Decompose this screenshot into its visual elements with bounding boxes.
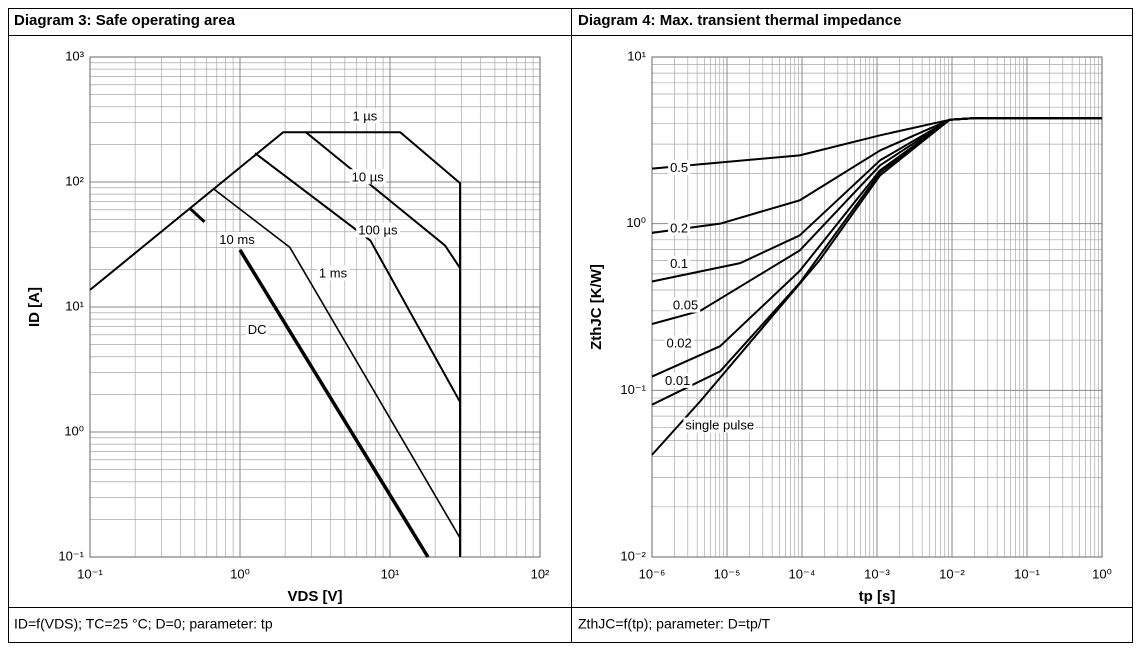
y-axis-label: ZthJC [K/W] xyxy=(588,264,605,350)
y-tick-label: 10⁰ xyxy=(64,423,84,438)
x-axis-label: VDS [V] xyxy=(287,588,342,605)
y-axis-label: ID [A] xyxy=(26,287,43,327)
curve xyxy=(651,117,1102,456)
y-tick-label: 10⁻¹ xyxy=(58,548,84,563)
curve-label-bg xyxy=(663,372,693,388)
x-tick-label: 10⁰ xyxy=(1092,566,1112,581)
y-tick-label: 10¹ xyxy=(627,48,646,63)
y-tick-label: 10⁻² xyxy=(620,548,646,563)
curve-label-bg xyxy=(664,335,694,351)
curve-label-bg xyxy=(349,169,387,185)
curve xyxy=(254,152,461,403)
curve-label: 0.5 xyxy=(670,160,688,175)
curve xyxy=(188,206,206,223)
chart-title: Diagram 4: Max. transient thermal impeda… xyxy=(578,12,901,29)
curve-label-bg xyxy=(356,222,401,238)
curve-label-bg xyxy=(316,265,350,281)
curve-label: 0.05 xyxy=(673,298,698,313)
curve-label-bg xyxy=(683,417,757,433)
y-tick-label: 10³ xyxy=(65,48,84,63)
curve-label: DC xyxy=(248,322,267,337)
curve-label: 1 µs xyxy=(352,108,377,123)
x-tick-label: 10⁻⁴ xyxy=(789,566,816,581)
x-tick-label: 10⁻¹ xyxy=(77,566,103,581)
curve xyxy=(212,187,461,539)
curve-label: 100 µs xyxy=(358,223,398,238)
curve-label-bg xyxy=(668,160,691,176)
x-tick-label: 10⁻² xyxy=(939,566,965,581)
caption: ID=f(VDS); TC=25 °C; D=0; parameter: tp xyxy=(14,616,273,632)
x-tick-label: 10⁻⁶ xyxy=(639,566,666,581)
curve-label: 0.1 xyxy=(670,256,688,271)
curve-label: 0.01 xyxy=(665,373,690,388)
curve-label-bg xyxy=(668,220,691,236)
plot-border xyxy=(651,56,1103,558)
curve xyxy=(238,249,430,558)
curve-label-bg xyxy=(245,321,269,337)
curve-label: 1 ms xyxy=(319,265,348,280)
curve-label-bg xyxy=(350,108,380,124)
curve-label: 10 µs xyxy=(352,169,385,184)
chart-title: Diagram 3: Safe operating area xyxy=(14,12,236,29)
x-tick-label: 10⁻¹ xyxy=(1014,566,1040,581)
caption: ZthJC=f(tp); parameter: D=tp/T xyxy=(578,616,771,632)
curve-label-bg xyxy=(668,255,691,271)
y-tick-label: 10² xyxy=(65,173,84,188)
x-tick-label: 10⁻⁵ xyxy=(714,566,741,581)
curve-label: 10 ms xyxy=(219,232,255,247)
curve-label: 0.02 xyxy=(666,335,691,350)
plot-border xyxy=(89,56,541,558)
y-tick-label: 10¹ xyxy=(65,298,84,313)
curve-label: 0.2 xyxy=(670,220,688,235)
frame xyxy=(8,8,1133,643)
y-tick-label: 10⁻¹ xyxy=(620,382,646,397)
x-tick-label: 10⁻³ xyxy=(864,566,890,581)
x-tick-label: 10⁰ xyxy=(230,566,250,581)
x-tick-label: 10¹ xyxy=(381,566,400,581)
curve-label: single pulse xyxy=(685,418,754,433)
curve-label-bg xyxy=(217,232,258,248)
x-tick-label: 10² xyxy=(531,566,550,581)
y-tick-label: 10⁰ xyxy=(626,215,646,230)
curve xyxy=(89,131,462,557)
curve-label-bg xyxy=(670,297,701,313)
x-axis-label: tp [s] xyxy=(859,588,896,605)
